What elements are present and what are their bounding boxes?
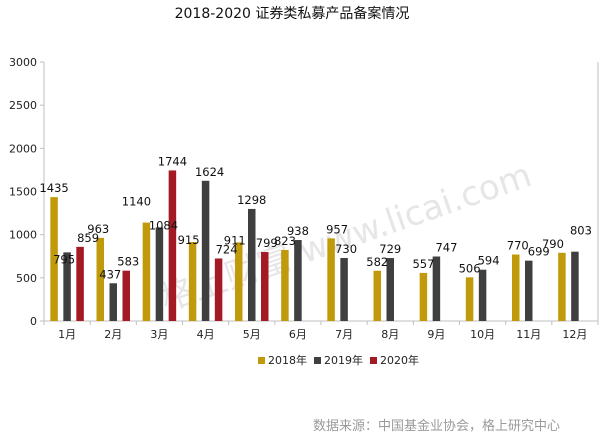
legend-item: 2018年 bbox=[258, 353, 307, 367]
legend-item: 2020年 bbox=[370, 353, 419, 367]
bar bbox=[76, 246, 84, 321]
legend-swatch bbox=[314, 357, 321, 364]
y-tick-label: 2000 bbox=[9, 142, 37, 155]
data-label: 799 bbox=[256, 236, 278, 250]
y-tick-label: 2500 bbox=[9, 99, 37, 112]
data-label: 957 bbox=[326, 222, 348, 236]
data-label: 594 bbox=[478, 254, 500, 268]
axes: 0 500 1000 1500 2000 2500 3000 1月 2月 3月 4月 5月 6月 7月 8月… bbox=[9, 56, 599, 341]
bar bbox=[478, 269, 487, 321]
legend: 2018年 2019年 2020年 bbox=[258, 353, 419, 367]
data-label: 506 bbox=[459, 261, 481, 275]
y-tick-label: 1000 bbox=[9, 229, 37, 242]
data-label: 1435 bbox=[39, 181, 68, 195]
x-tick-label: 2月 bbox=[104, 328, 122, 341]
data-label: 790 bbox=[542, 237, 564, 251]
x-tick-label: 1月 bbox=[58, 328, 76, 341]
x-tick-label: 8月 bbox=[381, 328, 399, 341]
bar bbox=[432, 256, 441, 321]
data-label: 557 bbox=[412, 257, 434, 271]
data-label: 938 bbox=[287, 224, 309, 238]
bar bbox=[512, 254, 520, 321]
bar bbox=[168, 170, 177, 321]
data-label: 1298 bbox=[237, 193, 266, 207]
data-label: 437 bbox=[99, 267, 121, 281]
x-tick-label: 12月 bbox=[562, 328, 587, 341]
data-label: 582 bbox=[366, 255, 388, 269]
data-label: 1084 bbox=[149, 218, 178, 232]
data-label: 915 bbox=[178, 233, 200, 247]
chart-title: 2018-2020 证券类私募产品备案情况 bbox=[175, 5, 410, 22]
data-label: 729 bbox=[379, 242, 401, 256]
bar bbox=[571, 251, 579, 321]
y-tick-label: 3000 bbox=[9, 56, 37, 69]
data-label: 1140 bbox=[122, 195, 151, 209]
bar bbox=[142, 222, 151, 321]
bar bbox=[373, 270, 381, 321]
legend-item: 2019年 bbox=[314, 353, 363, 367]
x-tick-label: 6月 bbox=[289, 328, 307, 341]
bar bbox=[340, 257, 348, 321]
bar bbox=[50, 197, 58, 321]
data-label: 795 bbox=[53, 252, 75, 266]
bar bbox=[386, 258, 394, 321]
data-label: 803 bbox=[570, 224, 592, 238]
y-tick-label: 1500 bbox=[9, 186, 37, 199]
data-label: 730 bbox=[335, 242, 357, 256]
data-label: 1744 bbox=[158, 154, 187, 168]
data-label: 583 bbox=[117, 255, 139, 269]
x-tick-label: 3月 bbox=[150, 328, 168, 341]
data-label: 724 bbox=[216, 242, 238, 256]
data-label: 823 bbox=[274, 234, 296, 248]
data-label: 770 bbox=[507, 239, 529, 253]
x-tick-label: 5月 bbox=[243, 328, 261, 341]
legend-swatch bbox=[258, 357, 265, 364]
bar bbox=[155, 227, 164, 321]
bar bbox=[248, 208, 256, 321]
bar bbox=[419, 272, 428, 321]
bar bbox=[122, 270, 130, 321]
data-label: 859 bbox=[77, 231, 99, 245]
bar bbox=[525, 260, 533, 321]
x-tick-label: 11月 bbox=[516, 328, 541, 341]
source-note: 数据来源：中国基金业协会，格上研究中心 bbox=[313, 418, 560, 434]
bar bbox=[281, 249, 289, 321]
bars bbox=[50, 170, 579, 321]
bar bbox=[261, 252, 269, 321]
bar bbox=[63, 252, 71, 321]
x-tick-label: 4月 bbox=[197, 328, 215, 341]
bar bbox=[188, 242, 197, 321]
y-tick-label: 0 bbox=[30, 315, 37, 328]
bar bbox=[558, 252, 566, 321]
legend-label: 2019年 bbox=[324, 353, 363, 367]
x-tick-label: 10月 bbox=[470, 328, 495, 341]
legend-swatch bbox=[370, 357, 377, 364]
data-label: 1624 bbox=[195, 165, 224, 179]
data-label: 911 bbox=[224, 233, 246, 247]
bar bbox=[235, 242, 243, 321]
bar bbox=[465, 277, 474, 321]
data-label: 699 bbox=[528, 245, 550, 259]
data-label: 747 bbox=[435, 241, 457, 255]
x-tick-label: 9月 bbox=[427, 328, 445, 341]
bar bbox=[109, 283, 117, 321]
y-tick-label: 500 bbox=[16, 272, 37, 285]
data-label: 963 bbox=[87, 222, 109, 236]
bar bbox=[214, 258, 223, 321]
legend-label: 2020年 bbox=[380, 353, 419, 367]
bar bbox=[294, 240, 302, 321]
bar bbox=[96, 237, 104, 321]
bar bbox=[201, 180, 210, 321]
legend-label: 2018年 bbox=[268, 353, 307, 367]
x-tick-label: 7月 bbox=[335, 328, 353, 341]
bar bbox=[327, 238, 335, 321]
